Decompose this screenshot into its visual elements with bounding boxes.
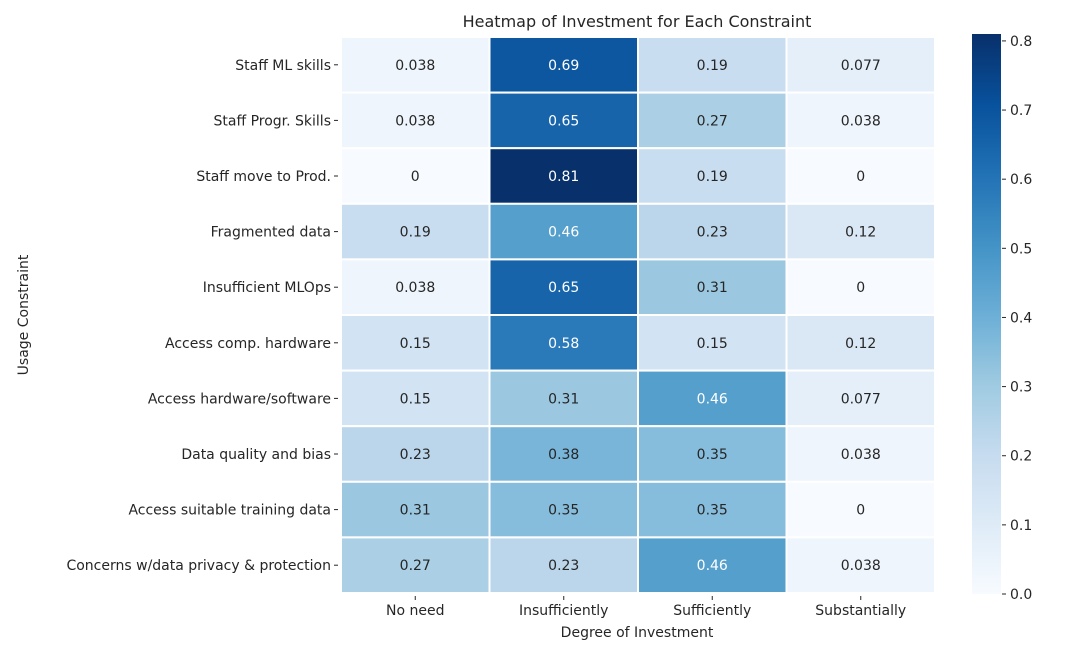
cell-value-label: 0.038 [395,58,435,74]
cell-value-label: 0.35 [697,503,728,519]
cell-value-label: 0.19 [400,225,431,241]
cell-value-label: 0.077 [841,391,881,407]
cell-value-label: 0.69 [548,58,579,74]
cell-value-label: 0.15 [400,336,431,352]
heatmap-cell [785,314,936,372]
y-tick-labels: Staff ML skills Staff Progr. Skills Staff … [66,58,338,574]
cell-value-label: 0.46 [697,391,728,407]
y-tick-label: Access comp. hardware [165,336,331,352]
cell-value-label: 0.038 [841,113,881,129]
heatmap-cell [785,202,936,261]
cell-value-label: 0.35 [548,503,579,519]
cell-value-label: 0.038 [395,113,435,129]
heatmap-cell [637,369,788,428]
cell-value-label: 0.12 [845,336,876,352]
y-tick-label: Staff ML skills [235,58,331,74]
cell-value-label: 0.27 [697,113,728,129]
cell-value-label: 0.038 [841,447,881,463]
colorbar: 0.0 0.1 0.2 0.3 0.4 0.5 0.6 0.7 0.8 [972,34,1032,603]
cell-value-label: 0.27 [400,558,431,574]
cell-value-label: 0 [856,280,865,296]
cell-value-label: 0.12 [845,225,876,241]
cell-value-label: 0.077 [841,58,881,74]
heatmap-cell [785,258,936,316]
colorbar-gradient [972,34,1001,594]
heatmap-cell [785,147,936,205]
heatmap-cell [637,258,788,316]
heatmap-cell [637,314,788,372]
cell-value-label: 0.65 [548,113,579,129]
cell-value-label: 0.15 [400,391,431,407]
colorbar-tick-label: 0.5 [1010,241,1032,257]
x-tick-labels: No need Insufficiently Sufficiently Substan… [386,596,906,619]
cell-value-label: 0.46 [697,558,728,574]
cell-value-label: 0.58 [548,336,579,352]
y-tick-label: Concerns w/data privacy & protection [66,558,331,574]
y-tick-label: Data quality and bias [181,447,331,463]
y-tick-label: Fragmented data [211,225,331,241]
colorbar-tick-label: 0.0 [1010,587,1032,603]
cell-value-label: 0.23 [548,558,579,574]
cell-value-label: 0.65 [548,280,579,296]
cell-value-label: 0.23 [697,225,728,241]
colorbar-tick-label: 0.8 [1010,34,1032,50]
cell-value-label: 0.31 [548,391,579,407]
heatmap-cell [488,91,639,150]
heatmap-cell [637,425,788,483]
heatmap-cell [785,536,936,595]
heatmap-cell [488,536,639,595]
heatmap-cell [340,258,491,316]
heatmap-cell [785,480,936,539]
cell-value-label: 0.15 [697,336,728,352]
cell-value-label: 0.35 [697,447,728,463]
cell-value-label: 0.81 [548,169,579,185]
cell-value-label: 0 [411,169,420,185]
chart-title: Heatmap of Investment for Each Constrain… [463,12,812,31]
cell-value-label: 0.23 [400,447,431,463]
colorbar-tick-label: 0.2 [1010,449,1032,465]
heatmap-cell [340,425,491,483]
heatmap-cell [785,369,936,428]
cell-value-label: 0.038 [395,280,435,296]
x-tick-label: Substantially [815,603,906,619]
cell-value-label: 0.19 [697,169,728,185]
colorbar-tick-label: 0.7 [1010,103,1032,119]
heatmap-cell [488,147,639,205]
cell-value-label: 0.31 [697,280,728,296]
x-tick-label: No need [386,603,444,619]
y-tick-label: Insufficient MLOps [203,280,331,296]
cell-value-label: 0 [856,169,865,185]
heatmap-cell [488,202,639,261]
cell-value-label: 0.31 [400,503,431,519]
colorbar-tick-label: 0.1 [1010,518,1032,534]
y-axis-label: Usage Constraint [16,254,32,375]
heatmap-cell [340,36,491,94]
heatmap-cell [785,36,936,94]
heatmap-cell [488,314,639,372]
cell-value-label: 0.46 [548,225,579,241]
heatmap-cell [488,258,639,316]
cell-value-label: 0.19 [697,58,728,74]
y-tick-label: Staff Progr. Skills [214,113,331,129]
x-tick-label: Sufficiently [673,603,751,619]
heatmap-cell [488,36,639,94]
cell-value-label: 0.38 [548,447,579,463]
colorbar-tick-label: 0.6 [1010,172,1032,188]
cell-value-label: 0.038 [841,558,881,574]
y-tick-label: Access hardware/software [148,391,331,407]
heatmap-cell [785,91,936,150]
y-tick-label: Access suitable training data [128,503,331,519]
colorbar-tick-label: 0.4 [1010,310,1032,326]
heatmap-cells: 0.038 0.69 0.19 0.077 0.038 0.65 0.27 0.038 0 0.8… [340,36,936,595]
heatmap-cell [340,314,491,372]
x-axis-label: Degree of Investment [561,625,714,641]
colorbar-tick-label: 0.3 [1010,380,1032,396]
x-tick-label: Insufficiently [519,603,608,619]
cell-value-label: 0 [856,503,865,519]
y-tick-label: Staff move to Prod. [196,169,331,185]
heatmap-cell [340,536,491,595]
